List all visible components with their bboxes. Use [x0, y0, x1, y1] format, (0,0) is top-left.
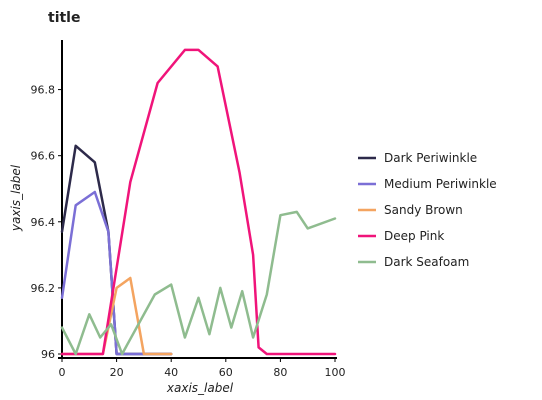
series-line-deep-pink	[60, 48, 337, 356]
legend-item-dark-periwinkle: Dark Periwinkle	[358, 151, 477, 165]
legend: Dark Periwinkle Medium Periwinkle Sandy Br…	[358, 151, 497, 269]
x-tick-label: 100	[325, 366, 346, 379]
y-tick-label: 96.4	[31, 216, 56, 229]
legend-item-dark-seafoam: Dark Seafoam	[358, 255, 469, 269]
x-tick-label: 60	[219, 366, 233, 379]
series-layer	[60, 48, 337, 356]
chart-title: title	[48, 10, 80, 26]
series-line-dark-seafoam	[60, 210, 337, 356]
legend-item-deep-pink: Deep Pink	[358, 229, 444, 243]
legend-item-medium-periwinkle: Medium Periwinkle	[358, 177, 497, 191]
y-tick-label: 96.2	[31, 282, 56, 295]
legend-label: Sandy Brown	[384, 203, 463, 217]
x-tick-label: 20	[110, 366, 124, 379]
series-line-medium-periwinkle	[60, 190, 173, 356]
x-axis-label: xaxis_label	[166, 381, 234, 395]
y-tick-label: 96.8	[31, 84, 56, 97]
x-tick-label: 40	[164, 366, 178, 379]
legend-item-sandy-brown: Sandy Brown	[358, 203, 463, 217]
legend-label: Dark Periwinkle	[384, 151, 477, 165]
y-tick-label: 96	[41, 348, 55, 361]
series-line-dark-periwinkle	[60, 144, 173, 356]
x-tick-label: 0	[59, 366, 66, 379]
legend-label: Dark Seafoam	[384, 255, 469, 269]
axes: 96 96.2 96.4 96.6 96.8 0 20 40 60 80 100	[31, 40, 346, 379]
x-tick-label: 80	[273, 366, 287, 379]
y-axis-label: yaxis_label	[9, 164, 23, 232]
legend-label: Medium Periwinkle	[384, 177, 497, 191]
legend-label: Deep Pink	[384, 229, 444, 243]
y-tick-label: 96.6	[31, 150, 56, 163]
